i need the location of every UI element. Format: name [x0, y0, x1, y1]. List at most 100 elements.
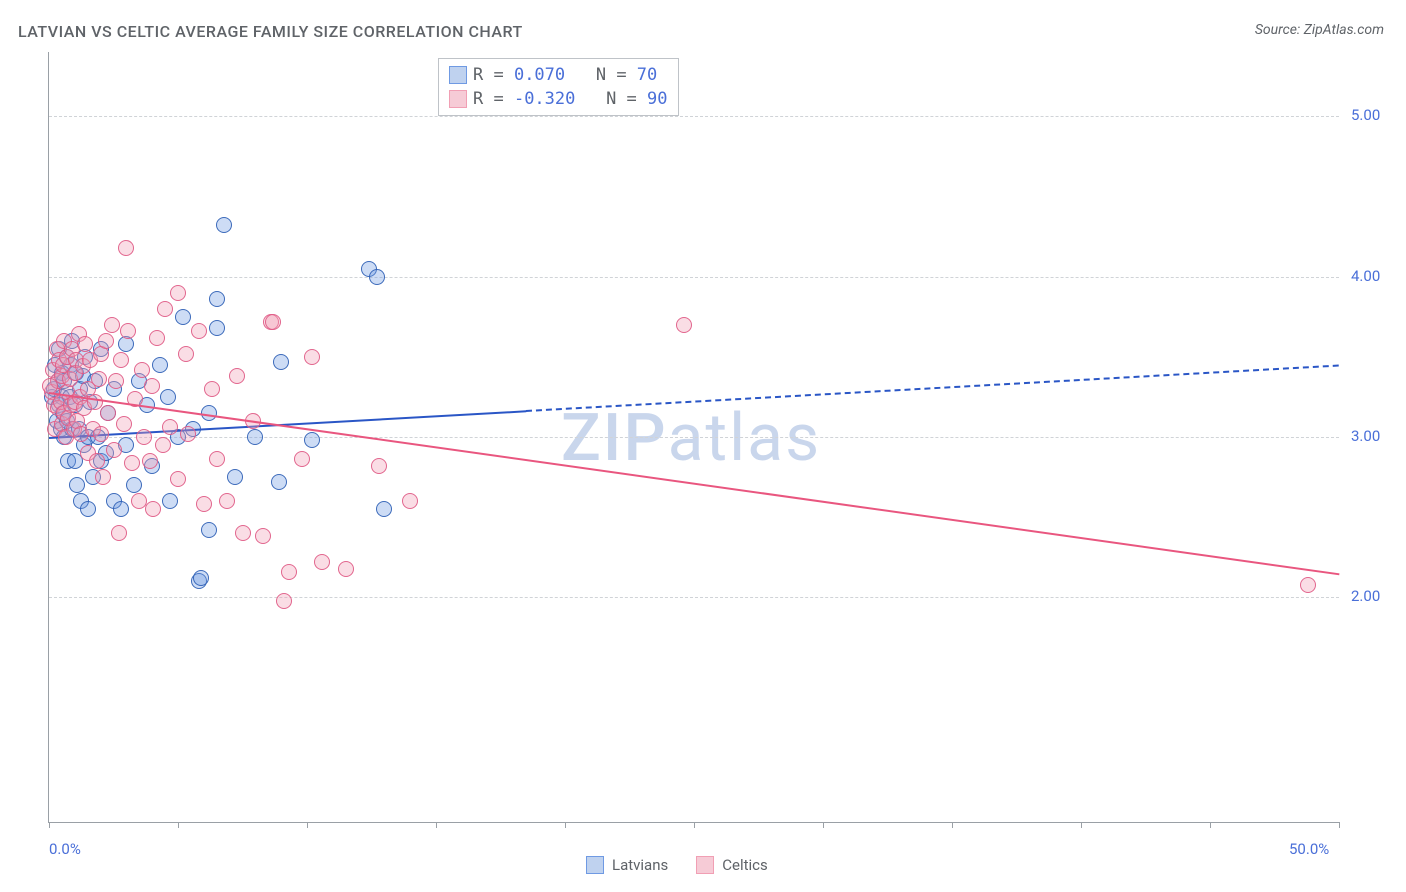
y-tick-label: 3.00 [1351, 427, 1380, 445]
data-point [89, 453, 105, 469]
x-tick [1081, 822, 1082, 828]
x-tick [823, 822, 824, 828]
x-tick [178, 822, 179, 828]
data-point [113, 352, 129, 368]
x-tick [1339, 822, 1340, 828]
grid-line [49, 277, 1339, 278]
data-point [175, 309, 191, 325]
data-point [196, 496, 212, 512]
data-point [219, 493, 235, 509]
data-point [294, 451, 310, 467]
data-point [144, 378, 160, 394]
data-point [255, 528, 271, 544]
data-point [116, 416, 132, 432]
data-point [126, 477, 142, 493]
x-tick [436, 822, 437, 828]
data-point [106, 442, 122, 458]
data-point [152, 357, 168, 373]
data-point [69, 477, 85, 493]
data-point [676, 317, 692, 333]
legend-bottom-item: Celtics [696, 856, 768, 874]
x-tick [1210, 822, 1211, 828]
data-point [216, 217, 232, 233]
legend-bottom-label: Celtics [722, 856, 768, 874]
x-tick [307, 822, 308, 828]
legend-swatch [449, 66, 467, 84]
legend-top-text: R = -0.320 N = 90 [473, 89, 668, 109]
data-point [155, 437, 171, 453]
data-point [209, 320, 225, 336]
data-point [77, 336, 93, 352]
legend-bottom-item: Latvians [586, 856, 668, 874]
data-point [193, 570, 209, 586]
trend-line [49, 392, 1339, 575]
data-point [247, 429, 263, 445]
data-point [93, 426, 109, 442]
legend-swatch [449, 90, 467, 108]
data-point [204, 381, 220, 397]
y-tick-label: 5.00 [1351, 106, 1380, 124]
x-tick-label: 0.0% [49, 840, 81, 858]
data-point [113, 501, 129, 517]
data-point [136, 429, 152, 445]
x-tick [565, 822, 566, 828]
x-tick [694, 822, 695, 828]
legend-top-text: R = 0.070 N = 70 [473, 65, 657, 85]
data-point [104, 317, 120, 333]
y-tick-label: 4.00 [1351, 267, 1380, 285]
chart-title: LATVIAN VS CELTIC AVERAGE FAMILY SIZE CO… [18, 22, 523, 41]
plot-area: ZIPatlas 2.003.004.005.000.0%50.0% [48, 52, 1339, 823]
x-tick [952, 822, 953, 828]
data-point [95, 469, 111, 485]
data-point [235, 525, 251, 541]
data-point [162, 493, 178, 509]
data-point [142, 453, 158, 469]
data-point [118, 240, 134, 256]
x-tick [49, 822, 50, 828]
data-point [304, 349, 320, 365]
data-point [178, 346, 194, 362]
data-point [170, 285, 186, 301]
legend-top-row: R = 0.070 N = 70 [449, 63, 668, 87]
y-tick-label: 2.00 [1351, 587, 1380, 605]
data-point [170, 471, 186, 487]
data-point [80, 501, 96, 517]
chart-source: Source: ZipAtlas.com [1255, 22, 1384, 38]
legend-top: R = 0.070 N = 70 R = -0.320 N = 90 [438, 58, 679, 116]
data-point [273, 354, 289, 370]
watermark: ZIPatlas [561, 400, 821, 477]
data-point [98, 333, 114, 349]
data-point [209, 291, 225, 307]
data-point [91, 371, 107, 387]
data-point [227, 469, 243, 485]
grid-line [49, 116, 1339, 117]
legend-swatch [696, 856, 714, 874]
data-point [338, 561, 354, 577]
grid-line [49, 437, 1339, 438]
data-point [145, 501, 161, 517]
data-point [111, 525, 127, 541]
watermark-rest: atlas [668, 400, 822, 477]
data-point [371, 458, 387, 474]
data-point [120, 323, 136, 339]
grid-line [49, 597, 1339, 598]
data-point [149, 330, 165, 346]
data-point [191, 323, 207, 339]
trend-line [526, 365, 1339, 412]
legend-bottom: Latvians Celtics [586, 856, 768, 874]
source-name: ZipAtlas.com [1304, 22, 1384, 38]
data-point [376, 501, 392, 517]
legend-bottom-label: Latvians [612, 856, 668, 874]
data-point [369, 269, 385, 285]
data-point [209, 451, 225, 467]
data-point [134, 362, 150, 378]
data-point [108, 373, 124, 389]
chart-container: LATVIAN VS CELTIC AVERAGE FAMILY SIZE CO… [0, 0, 1406, 892]
data-point [1300, 577, 1316, 593]
data-point [201, 522, 217, 538]
source-prefix: Source: [1255, 22, 1304, 38]
data-point [160, 389, 176, 405]
x-tick-label: 50.0% [1289, 840, 1329, 858]
data-point [124, 455, 140, 471]
data-point [276, 593, 292, 609]
